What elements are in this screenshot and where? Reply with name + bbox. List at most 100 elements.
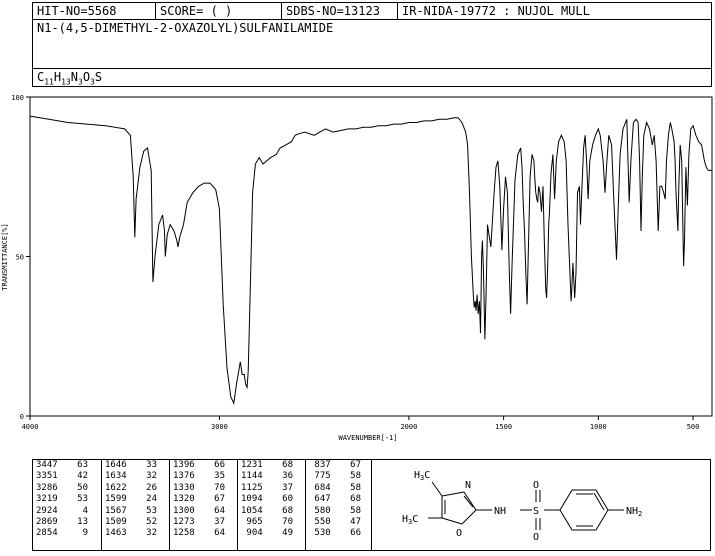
peak-wavenumber: 837 [309, 460, 331, 470]
peak-row: 1125 37 [238, 483, 305, 494]
peak-row: 3219 53 [33, 494, 101, 505]
peak-row: 2869 13 [33, 517, 101, 528]
peak-row: 1463 32 [102, 528, 169, 539]
compound-name: N1-(4,5-DIMETHYL-2-OXAZOLYL)SULFANILAMID… [37, 21, 334, 35]
peak-row: 1320 67 [170, 494, 237, 505]
nh-label: NH [494, 506, 506, 517]
peak-transmittance: 68 [350, 494, 361, 505]
peak-row: 1376 35 [170, 471, 237, 482]
peak-wavenumber: 530 [309, 528, 331, 539]
y-axis-label: TRANSMITTANCE[%] [1, 223, 9, 290]
peak-wavenumber: 1273 [173, 516, 195, 527]
peak-wavenumber: 904 [241, 528, 263, 539]
peak-row: 1273 37 [170, 517, 237, 528]
formula-box: C11H13N3O3S [32, 68, 712, 87]
methyl-left-label: H3C [402, 514, 418, 526]
peak-wavenumber: 1144 [241, 471, 263, 482]
peak-wavenumber: 3219 [36, 494, 58, 505]
y-tick-label: 100 [11, 94, 24, 102]
peak-transmittance: 52 [146, 516, 157, 527]
peak-transmittance: 66 [350, 528, 361, 539]
peak-transmittance: 68 [282, 460, 293, 470]
peak-wavenumber: 3286 [36, 482, 58, 493]
peak-wavenumber: 1509 [105, 516, 127, 527]
peak-wavenumber: 1125 [241, 482, 263, 493]
amine-label: NH2 [626, 506, 642, 518]
formula-part: O [82, 70, 91, 84]
methyl-top-label: H3C [414, 470, 430, 482]
peak-wavenumber: 2854 [36, 528, 58, 539]
peak-row: 2854 9 [33, 528, 101, 539]
peak-wavenumber: 1094 [241, 494, 263, 505]
peak-row: 1634 32 [102, 471, 169, 482]
molecular-formula: C11H13N3O3S [37, 70, 102, 89]
peak-column: 1231 68 1144 36 1125 37 1094 60 1054 68 965 70 904… [237, 460, 305, 550]
structure-panel: H3C H3C N O NH S O O NH2 [372, 459, 711, 551]
peak-transmittance: 42 [77, 471, 88, 482]
peak-wavenumber: 1320 [173, 494, 195, 505]
peak-row: 530 66 [306, 528, 373, 539]
peak-wavenumber: 1376 [173, 471, 195, 482]
peak-row: 1567 53 [102, 506, 169, 517]
peak-transmittance: 63 [77, 460, 88, 470]
peak-transmittance: 66 [214, 460, 225, 470]
measurement-method: IR-NIDA-19772 : NUJOL MULL [397, 3, 713, 19]
peak-transmittance: 4 [82, 505, 88, 516]
molecule-structure: H3C H3C N O NH S O O NH2 [402, 470, 642, 543]
formula-part: 3 [77, 77, 83, 87]
header-row: HIT-NO=5568 SCORE= ( ) SDBS-NO=13123 IR-… [32, 2, 712, 20]
peak-wavenumber: 1463 [105, 528, 127, 539]
peak-wavenumber: 1646 [105, 460, 127, 470]
peak-row: 1599 24 [102, 494, 169, 505]
x-tick-label: 1500 [495, 423, 512, 431]
formula-part: 11 [44, 77, 54, 87]
peak-wavenumber: 684 [309, 482, 331, 493]
peak-table: 3447 63 3351 42 3286 50 3219 53 2924 4 2869 13 2854 9… [32, 459, 372, 551]
peak-wavenumber: 1396 [173, 460, 195, 470]
peak-transmittance: 60 [282, 494, 293, 505]
peak-wavenumber: 1599 [105, 494, 127, 505]
peak-row: 3351 42 [33, 471, 101, 482]
peak-transmittance: 67 [350, 460, 361, 470]
peak-row: 1330 70 [170, 483, 237, 494]
formula-part: C [37, 70, 45, 84]
peak-transmittance: 58 [350, 505, 361, 516]
plot-frame [29, 96, 713, 417]
score: SCORE= ( ) [155, 3, 281, 19]
peak-wavenumber: 3447 [36, 460, 58, 470]
y-tick-label: 50 [16, 254, 24, 262]
spectrum-line [29, 115, 712, 405]
x-tick-label: 3000 [211, 423, 228, 431]
peak-row: 1231 68 [238, 460, 305, 471]
peak-wavenumber: 550 [309, 516, 331, 527]
sulfonyl-oxygen-bottom: O [533, 532, 539, 543]
peak-transmittance: 35 [214, 471, 225, 482]
x-axis-label: WAVENUMBER[-1] [338, 434, 397, 442]
ring-nitrogen-label: N [465, 480, 471, 491]
peak-transmittance: 24 [146, 494, 157, 505]
peak-wavenumber: 2924 [36, 505, 58, 516]
peak-wavenumber: 1054 [241, 505, 263, 516]
peak-transmittance: 50 [77, 482, 88, 493]
peak-column: 1646 33 1634 32 1622 26 1599 24 1567 53 1509 52 1463… [101, 460, 169, 550]
formula-part: N [70, 70, 78, 84]
hit-number: HIT-NO=5568 [37, 4, 117, 18]
y-tick-label: 0 [20, 413, 24, 421]
x-tick-label: 500 [687, 423, 700, 431]
peak-transmittance: 53 [146, 505, 157, 516]
peak-row: 1144 36 [238, 471, 305, 482]
peak-transmittance: 58 [350, 471, 361, 482]
formula-part: 13 [61, 77, 71, 87]
peak-row: 647 68 [306, 494, 373, 505]
peak-transmittance: 64 [214, 528, 225, 539]
x-tick-label: 2000 [400, 423, 417, 431]
peak-wavenumber: 1622 [105, 482, 127, 493]
peak-wavenumber: 775 [309, 471, 331, 482]
peak-row: 684 58 [306, 483, 373, 494]
peak-row: 775 58 [306, 471, 373, 482]
peak-transmittance: 9 [82, 528, 88, 539]
x-tick-label: 1000 [590, 423, 607, 431]
sulfur-label: S [533, 506, 539, 517]
peak-transmittance: 37 [282, 482, 293, 493]
peak-transmittance: 70 [282, 516, 293, 527]
